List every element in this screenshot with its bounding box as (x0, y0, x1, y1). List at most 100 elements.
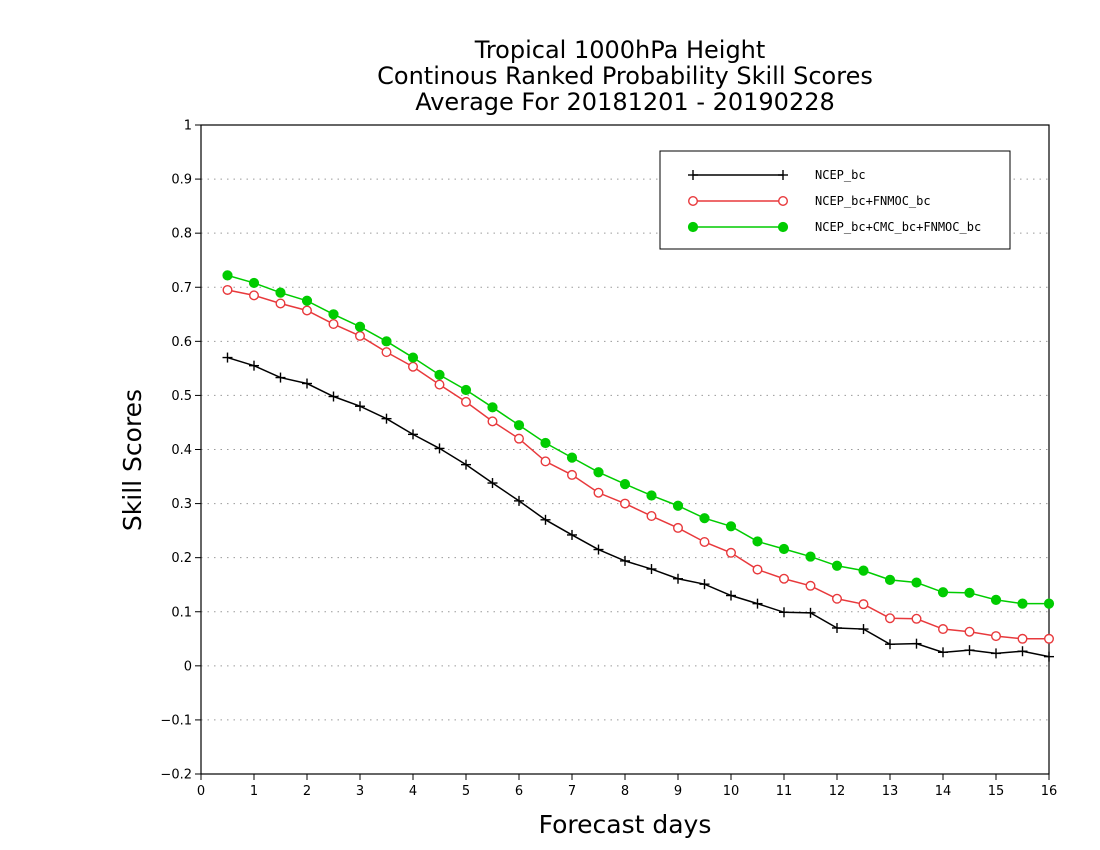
data-point (275, 287, 286, 298)
data-point (567, 469, 578, 480)
data-point (778, 543, 790, 555)
data-point (620, 555, 630, 566)
data-point (673, 522, 684, 533)
y-axis-label: Skill Scores (118, 389, 147, 531)
data-point (540, 456, 551, 467)
data-point (779, 573, 790, 584)
data-point (726, 590, 736, 601)
data-point (222, 352, 233, 363)
data-point (911, 638, 922, 649)
title-line-3: Average For 20181201 - 20190228 (415, 88, 835, 116)
data-point (354, 321, 366, 332)
data-point (884, 574, 896, 585)
data-point (461, 396, 472, 407)
data-point (249, 360, 259, 371)
chart-title: Tropical 1000hPa Height Continous Ranked… (377, 36, 873, 116)
data-point (222, 270, 233, 281)
data-point (381, 347, 392, 358)
data-point (885, 639, 895, 650)
data-point (964, 645, 975, 656)
data-point (699, 513, 710, 524)
data-point (407, 352, 419, 363)
y-tick-label: 0.5 (171, 389, 192, 404)
x-tick-label: 8 (621, 784, 629, 799)
data-point (964, 587, 975, 598)
series-line (227, 274, 1049, 605)
data-point (911, 577, 922, 588)
data-point (725, 521, 737, 532)
data-point (593, 467, 604, 478)
data-point (646, 511, 657, 522)
data-point (1044, 651, 1054, 662)
data-point (938, 647, 948, 658)
data-point (328, 391, 339, 402)
data-point (831, 560, 843, 571)
data-point (699, 579, 710, 590)
x-tick-label: 14 (935, 784, 952, 799)
data-point (911, 613, 922, 624)
x-tick-label: 6 (515, 784, 523, 799)
data-point (248, 290, 259, 301)
legend-box (659, 150, 1011, 250)
data-point (620, 498, 631, 509)
data-point (938, 624, 949, 635)
data-point (355, 401, 365, 412)
data-point (302, 378, 312, 389)
x-tick-label: 0 (197, 784, 205, 799)
y-tick-label: 1 (184, 119, 192, 134)
x-tick-label: 3 (356, 784, 364, 799)
data-point (1017, 633, 1028, 644)
data-point (832, 593, 843, 604)
data-point (408, 361, 419, 372)
x-tick-label: 2 (303, 784, 311, 799)
data-point (567, 529, 577, 540)
legend-marker (688, 170, 698, 180)
data-point (990, 594, 1002, 605)
y-tick-label: 0.2 (171, 551, 192, 566)
legend-marker (778, 195, 789, 206)
data-point (275, 372, 286, 383)
legend-marker (688, 195, 699, 206)
data-point (619, 479, 631, 490)
data-point (805, 551, 816, 562)
x-tick-label: 11 (776, 784, 793, 799)
legend-entry: NCEP_bc+FNMOC_bc (688, 194, 931, 208)
y-tick-label: −0.1 (160, 713, 192, 728)
legend-marker (778, 170, 788, 180)
data-point (328, 309, 339, 320)
x-tick-label: 13 (882, 784, 899, 799)
legend-entry: NCEP_bc (688, 168, 866, 182)
series-ncep-bc (222, 352, 1054, 662)
data-point (593, 487, 604, 498)
x-tick-label: 10 (723, 784, 740, 799)
y-tick-label: 0.4 (171, 443, 192, 458)
data-point (540, 437, 551, 449)
y-tick-label: 0.3 (171, 497, 192, 512)
data-point (858, 565, 869, 576)
data-point (408, 429, 418, 440)
legend-marker (687, 221, 699, 233)
data-point (832, 622, 842, 633)
data-point (991, 648, 1001, 659)
data-point (434, 379, 445, 390)
data-point (434, 443, 445, 454)
legend-label: NCEP_bc (815, 168, 866, 182)
y-tick-label: 0.6 (171, 335, 192, 350)
data-point (301, 295, 313, 306)
data-point (964, 626, 975, 637)
y-tick-label: 0 (184, 659, 192, 674)
data-point (885, 613, 896, 624)
legend: NCEP_bc NCEP_bc+FNMOC_bc NCEP_bc+CMC_bc+FN… (659, 150, 1011, 250)
data-point (1017, 646, 1028, 657)
data-point (540, 514, 551, 525)
x-tick-label: 7 (568, 784, 576, 799)
title-line-1: Tropical 1000hPa Height (474, 36, 766, 64)
data-point (513, 420, 525, 431)
data-point (805, 580, 816, 591)
x-tick-label: 5 (462, 784, 470, 799)
data-point (275, 298, 286, 309)
y-tick-label: 0.1 (171, 605, 192, 620)
data-point (328, 319, 339, 330)
data-point (248, 277, 260, 289)
data-point (805, 607, 816, 618)
